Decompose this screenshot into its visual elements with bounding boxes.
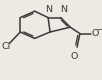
Text: O: O — [91, 29, 99, 38]
Text: −: − — [96, 27, 102, 33]
Text: N: N — [45, 5, 52, 14]
Text: Cl: Cl — [1, 42, 10, 51]
Text: N: N — [60, 5, 67, 14]
Text: O: O — [70, 52, 78, 61]
